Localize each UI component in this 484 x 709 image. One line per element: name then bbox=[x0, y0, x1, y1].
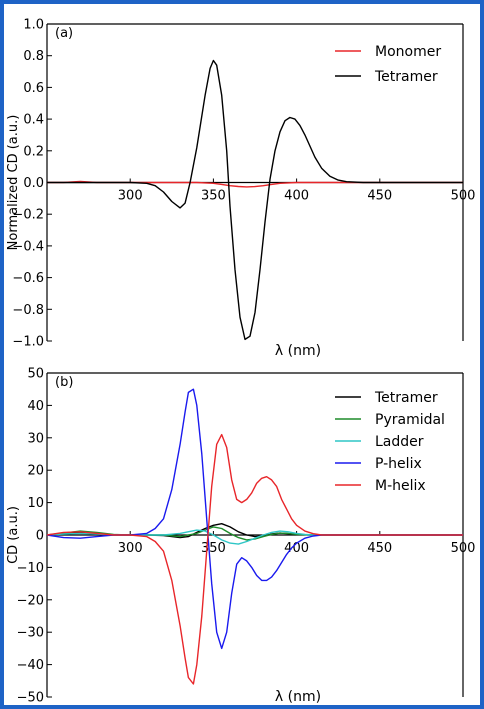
x-tick-label-pa: 350 bbox=[201, 189, 226, 204]
x-tick-label-pa: 450 bbox=[367, 189, 392, 204]
y-tick-label-pa: −0.4 bbox=[12, 239, 44, 254]
x-tick-label-pb: 400 bbox=[284, 541, 309, 556]
legend-label-tetramer-pa: Tetramer bbox=[374, 69, 438, 85]
panel-label-pb: (b) bbox=[55, 375, 73, 390]
x-tick-label-pa: 300 bbox=[118, 189, 143, 204]
legend-label-monomer-pa: Monomer bbox=[375, 44, 441, 60]
panel-pb: 50 40 30 20 10 0 −10 −20 −30 −40 −50 300 350 400 450 50… bbox=[6, 367, 475, 706]
y-tick-label-pa: 0.8 bbox=[23, 49, 44, 64]
legend-label-ladder-pb: Ladder bbox=[375, 434, 424, 450]
y-tick-label-pa: 0.0 bbox=[23, 176, 44, 191]
y-tick-label-pb: −20 bbox=[17, 593, 44, 608]
y-tick-label-pa: 0.6 bbox=[23, 81, 44, 96]
x-tick-label-pa: 400 bbox=[284, 189, 309, 204]
y-axis-label-pa: Normalized CD (a.u.) bbox=[6, 115, 21, 251]
x-axis-label-pb: λ (nm) bbox=[275, 689, 321, 705]
series-line-m-helix-pb bbox=[46, 433, 463, 685]
series-line-tetramer-pa bbox=[47, 59, 463, 341]
y-tick-label-pb: 50 bbox=[27, 367, 44, 382]
panel-pa: 1.0 0.8 0.6 0.4 0.2 0.0 −0.2 −0.4 −0.6 −0.8 −1.0 30… bbox=[6, 18, 475, 360]
y-tick-label-pb: 0 bbox=[36, 529, 44, 544]
y-tick-label-pa: 0.4 bbox=[23, 113, 44, 128]
legend-label-tetramer-pb: Tetramer bbox=[374, 390, 438, 406]
x-tick-label-pb: 300 bbox=[118, 541, 143, 556]
x-tick-label-pb: 350 bbox=[201, 541, 226, 556]
legend-label-p-helix-pb: P-helix bbox=[375, 456, 422, 472]
legend-label-m-helix-pb: M-helix bbox=[375, 478, 426, 494]
figure-svg: 1.0 0.8 0.6 0.4 0.2 0.0 −0.2 −0.4 −0.6 −0.8 −1.0 30… bbox=[6, 18, 475, 706]
series-line-p-helix-pb bbox=[46, 388, 463, 650]
y-tick-label-pb: 40 bbox=[27, 399, 44, 414]
y-tick-label-pa: 0.2 bbox=[23, 144, 44, 159]
x-tick-label-pb: 500 bbox=[451, 541, 476, 556]
y-tick-label-pa: −0.2 bbox=[12, 208, 44, 223]
y-tick-label-pb: 10 bbox=[27, 496, 44, 511]
y-tick-label-pb: 30 bbox=[27, 431, 44, 446]
y-tick-label-pb: −10 bbox=[17, 561, 44, 576]
y-axis-label-pb: CD (a.u.) bbox=[6, 506, 21, 564]
panel-label-pa: (a) bbox=[55, 26, 73, 41]
y-tick-label-pb: −30 bbox=[17, 626, 44, 641]
y-tick-label-pa: 1.0 bbox=[23, 18, 44, 33]
y-tick-label-pb: −40 bbox=[17, 658, 44, 673]
y-tick-label-pa: −0.8 bbox=[12, 303, 44, 318]
y-tick-label-pa: −1.0 bbox=[12, 335, 44, 350]
y-tick-label-pa: −0.6 bbox=[12, 271, 44, 286]
y-tick-label-pb: 20 bbox=[27, 464, 44, 479]
x-tick-label-pb: 450 bbox=[367, 541, 392, 556]
x-tick-label-pa: 500 bbox=[451, 189, 476, 204]
series-line-monomer-pa bbox=[47, 180, 463, 188]
legend-label-pyramidal-pb: Pyramidal bbox=[375, 412, 445, 428]
x-axis-label-pa: λ (nm) bbox=[275, 343, 321, 359]
y-tick-label-pb: −50 bbox=[17, 691, 44, 706]
